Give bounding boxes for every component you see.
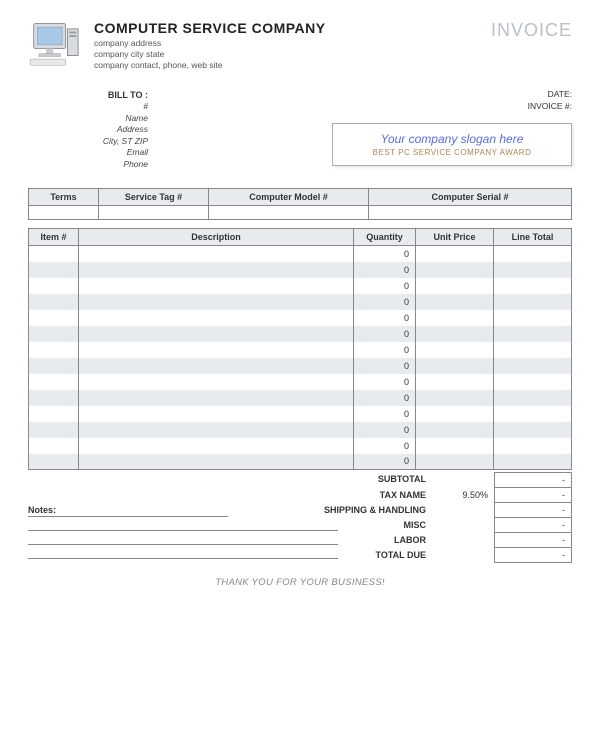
slogan-sub: BEST PC SERVICE COMPANY AWARD: [343, 148, 561, 157]
date-block: DATE: INVOICE #:: [528, 89, 572, 113]
table-row: 0: [29, 294, 572, 310]
table-row: 0: [29, 374, 572, 390]
items-header: Unit Price: [416, 229, 494, 246]
totals-value: -: [494, 488, 572, 503]
totals-label: MISC: [292, 518, 432, 533]
table-row: 0: [29, 342, 572, 358]
totals-label: TAX NAME: [292, 488, 432, 503]
table-row: 0: [29, 310, 572, 326]
invoice-title: INVOICE: [491, 20, 572, 41]
company-name: COMPUTER SERVICE COMPANY: [94, 20, 479, 36]
totals-value: -: [494, 533, 572, 548]
table-row: 0: [29, 262, 572, 278]
table-row: 0: [29, 422, 572, 438]
slogan-main: Your company slogan here: [343, 132, 561, 146]
items-header: Quantity: [354, 229, 416, 246]
bill-to-label: BILL TO :: [28, 89, 148, 101]
header: COMPUTER SERVICE COMPANY company address…: [28, 20, 572, 71]
table-row: 0: [29, 278, 572, 294]
table-row: 0: [29, 246, 572, 262]
meta-header: Terms: [29, 189, 99, 206]
items-header: Item #: [29, 229, 79, 246]
table-row: 0: [29, 454, 572, 470]
notes-label: Notes:: [28, 505, 228, 517]
meta-header: Service Tag #: [99, 189, 209, 206]
totals-value: -: [494, 472, 572, 488]
meta-cell: [369, 206, 572, 220]
table-row: 0: [29, 438, 572, 454]
totals-label: SUBTOTAL: [292, 472, 432, 488]
totals-label: LABOR: [292, 533, 432, 548]
totals-value: -: [494, 518, 572, 533]
table-row: 0: [29, 406, 572, 422]
meta-cell: [99, 206, 209, 220]
notes-block: Notes:: [28, 505, 228, 559]
totals-row: SUBTOTAL -: [28, 472, 572, 488]
table-row: 0: [29, 326, 572, 342]
table-row: 0: [29, 358, 572, 374]
meta-table: TermsService Tag #Computer Model #Comput…: [28, 188, 572, 220]
items-table: Item #DescriptionQuantityUnit PriceLine …: [28, 228, 572, 470]
company-lines: company address company city state compa…: [94, 38, 479, 71]
items-header: Line Total: [494, 229, 572, 246]
items-header: Description: [79, 229, 354, 246]
tax-percent: 9.50%: [432, 488, 494, 503]
company-block: COMPUTER SERVICE COMPANY company address…: [94, 20, 479, 71]
totals-value: -: [494, 548, 572, 563]
slogan-box: Your company slogan here BEST PC SERVICE…: [332, 123, 572, 166]
totals-label: SHIPPING & HANDLING: [292, 503, 432, 518]
meta-header: Computer Serial #: [369, 189, 572, 206]
meta-cell: [209, 206, 369, 220]
meta-header: Computer Model #: [209, 189, 369, 206]
table-row: 0: [29, 390, 572, 406]
totals-value: -: [494, 503, 572, 518]
totals-label: TOTAL DUE: [292, 548, 432, 563]
computer-icon: [28, 20, 82, 70]
totals-row: TAX NAME9.50%-: [28, 488, 572, 503]
meta-cell: [29, 206, 99, 220]
footer-thanks: THANK YOU FOR YOUR BUSINESS!: [28, 577, 572, 588]
bill-to-block: BILL TO : # Name Address City, ST ZIP Em…: [28, 89, 148, 170]
